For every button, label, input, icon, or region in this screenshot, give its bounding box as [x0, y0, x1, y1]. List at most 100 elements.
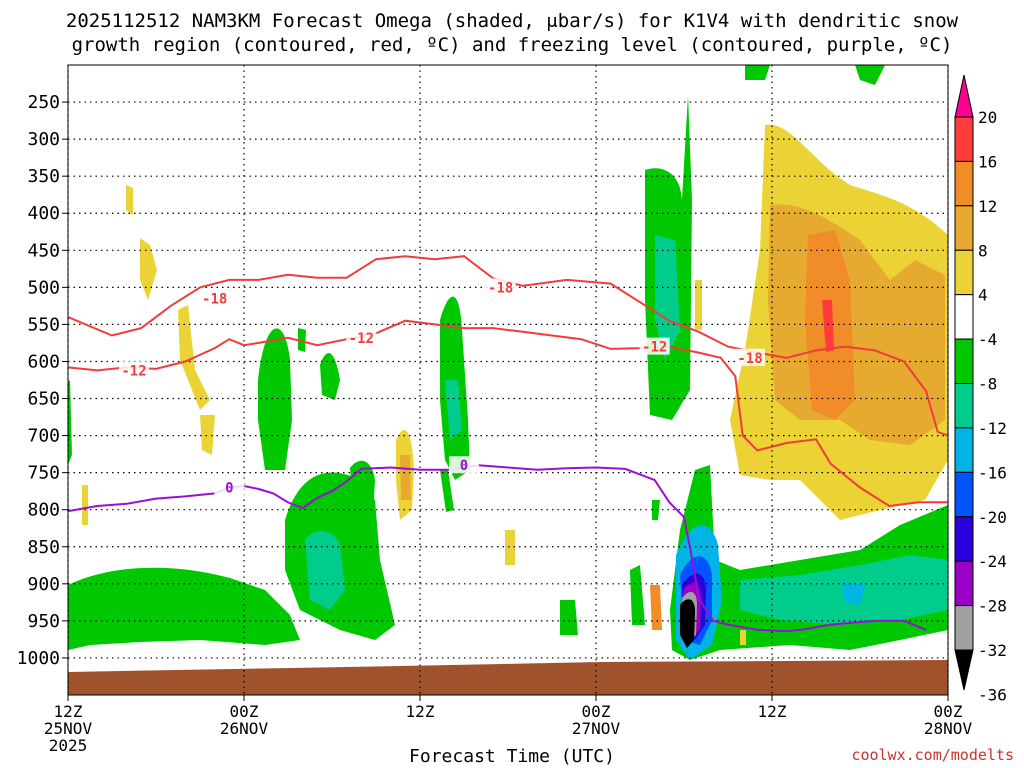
freezing-level-0C-label: 0: [460, 458, 468, 474]
strong-upward-core: [680, 599, 696, 648]
colorbar-label: -12: [978, 419, 1007, 438]
colorbar-segment: [954, 205, 974, 251]
x-tick-label: 12Z: [54, 702, 83, 721]
y-tick-label: 800: [27, 500, 60, 521]
x-tick-label: 12Z: [406, 702, 435, 721]
y-tick-label: 500: [27, 277, 60, 298]
y-tick-label: 450: [27, 240, 60, 261]
upward-omega-region: [630, 565, 645, 625]
ground-terrain: [68, 660, 948, 695]
upward-omega-region: [560, 600, 578, 635]
contour-label-bg: [449, 456, 479, 474]
upward-omega-region: [655, 235, 680, 360]
x-tick-label: 12Z: [758, 702, 787, 721]
upward-omega-region: [855, 65, 885, 85]
x-tick-label: 00Z: [934, 702, 963, 721]
upward-omega-region: [305, 530, 345, 610]
y-tick-label: 600: [27, 351, 60, 372]
contour-label-bg: [214, 478, 245, 496]
colorbar-label: -8: [978, 375, 997, 394]
plot-frame: [67, 64, 949, 696]
x-axis-label: Forecast Time (UTC): [409, 746, 615, 767]
chart-title-line1: 2025112512 NAM3KM Forecast Omega (shaded…: [65, 10, 959, 32]
colorbar-label: -20: [978, 508, 1007, 527]
y-tick-label: 550: [27, 314, 60, 335]
y-tick-label: 350: [27, 166, 60, 187]
colorbar-label: 4: [978, 286, 988, 305]
downward-omega-region: [200, 415, 215, 455]
colorbar-segment: [954, 471, 974, 518]
y-tick-label: 250: [27, 92, 60, 113]
downward-omega-region: [650, 585, 662, 630]
colorbar: 20 16 12 8 4 -4 -8 -12 -16 -20 -24 -28 -32 -36: [954, 74, 1007, 704]
downward-omega-region: [740, 630, 746, 645]
downward-omega-region: [140, 238, 157, 300]
colorbar-segment: [954, 74, 974, 118]
upward-omega-region: [320, 353, 340, 400]
colorbar-label: -4: [978, 330, 997, 349]
upward-omega-region: [258, 328, 292, 470]
downward-omega-region: [695, 280, 702, 330]
colorbar-segment: [954, 116, 974, 162]
colorbar-segment: [954, 516, 974, 562]
downward-omega-region: [82, 485, 88, 525]
colorbar-label: -16: [978, 463, 1007, 482]
contour-labels: -18 -18 -18 -12 -12 -12 0 0: [119, 278, 765, 496]
colorbar-label: -28: [978, 597, 1007, 616]
upward-omega-region: [440, 470, 454, 512]
upward-omega-region: [745, 65, 770, 80]
colorbar-segment: [954, 338, 974, 385]
contour-label-bg: [346, 328, 377, 346]
downward-omega-region: [126, 185, 133, 215]
colorbar-segment: [954, 427, 974, 473]
colorbar-label: 20: [978, 108, 997, 127]
dendritic-12C-label: -12: [642, 340, 667, 356]
x-tick-label: 26NOV: [220, 719, 269, 738]
colorbar-segment: [954, 605, 974, 651]
y-tick-label: 300: [27, 129, 60, 150]
colorbar-label: 12: [978, 197, 997, 216]
upward-omega-region: [842, 582, 865, 605]
upward-omega-region: [68, 567, 300, 650]
y-tick-label: 900: [27, 574, 60, 595]
y-tick-label: 650: [27, 389, 60, 410]
freezing-level-0C-label: 0: [225, 480, 233, 496]
dendritic-18C-label: -18: [737, 351, 762, 367]
colorbar-segment: [954, 160, 974, 207]
upward-omega-region: [350, 460, 375, 530]
x-tick-label: 00Z: [582, 702, 611, 721]
upward-omega-region: [652, 500, 660, 520]
colorbar-segment: [954, 249, 974, 296]
colorbar-label: 8: [978, 241, 988, 260]
dendritic-18C-contour: [68, 255, 948, 437]
y-tick-label: 750: [27, 463, 60, 484]
y-tick-label: 850: [27, 537, 60, 558]
downward-omega-region: [822, 300, 834, 352]
colorbar-label: -24: [978, 552, 1007, 571]
downward-omega-region: [178, 305, 210, 410]
contour-label-bg: [639, 337, 670, 355]
contour-label-bg: [199, 289, 230, 307]
y-tick-label: 700: [27, 426, 60, 447]
colorbar-segment: [954, 294, 974, 340]
downward-omega-region: [400, 455, 411, 500]
credit-text: coolwx.com/modelts: [851, 746, 1014, 764]
y-tick-label: 950: [27, 611, 60, 632]
dendritic-12C-label: -12: [121, 363, 146, 379]
contour-label-bg: [119, 361, 149, 379]
colorbar-label: -32: [978, 641, 1007, 660]
dendritic-18C-label: -18: [488, 280, 513, 296]
y-axis: 250 300 350 400 450 500 550 600 650 700 750 800 850 9…: [17, 92, 68, 669]
chart-title-line2: growth region (contoured, red, ºC) and f…: [71, 34, 953, 56]
upward-omega-region: [298, 328, 306, 352]
dendritic-12C-contour: [68, 319, 948, 508]
contour-label-bg: [735, 348, 765, 366]
dendritic-18C-label: -18: [202, 291, 227, 307]
contour-label-bg: [485, 278, 516, 296]
colorbar-label: -36: [978, 685, 1007, 704]
colorbar-label: 16: [978, 152, 997, 171]
x-tick-label: 2025: [49, 736, 88, 755]
omega-shading: [68, 65, 948, 660]
